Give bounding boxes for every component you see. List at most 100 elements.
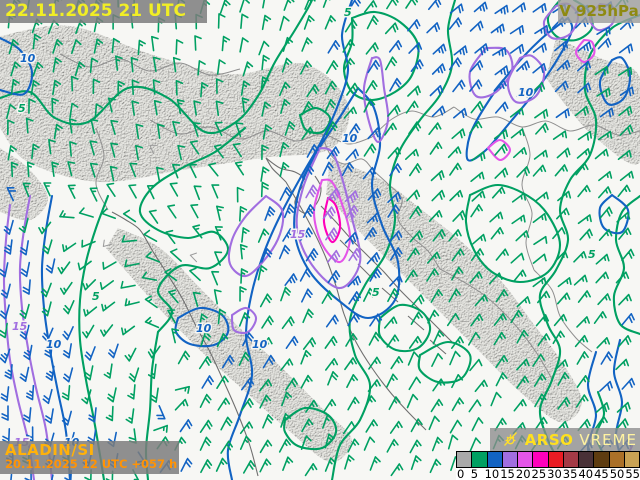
- wind-barb: [172, 56, 181, 73]
- wind-barb: [576, 375, 590, 388]
- wind-barb: [449, 189, 464, 202]
- wind-barb: [453, 107, 468, 119]
- wind-barb: [188, 163, 197, 179]
- wind-barb: [197, 60, 206, 76]
- contour-5: [612, 194, 640, 336]
- wind-barb: [84, 346, 96, 361]
- terrain-patch: [546, 38, 640, 165]
- wind-barb: [615, 358, 630, 371]
- coastline: [407, 315, 425, 331]
- wind-barb: [260, 76, 270, 92]
- wind-barb: [262, 124, 273, 140]
- wind-barb: [67, 184, 76, 199]
- wind-barb: [388, 396, 401, 411]
- wind-barb: [321, 290, 334, 304]
- wind-barb: [1, 405, 9, 421]
- wind-barb: [553, 313, 568, 327]
- wind-barb: [447, 434, 459, 450]
- wind-barb: [82, 279, 97, 291]
- wind-barb: [386, 334, 400, 348]
- wind-barb: [364, 0, 378, 13]
- wind-barb: [52, 57, 62, 73]
- wind-barb: [344, 454, 355, 470]
- wind-barb: [157, 123, 165, 139]
- wind-barb: [32, 61, 44, 77]
- wind-barb: [146, 184, 155, 200]
- wind-barb: [240, 80, 251, 96]
- wind-barb: [573, 274, 588, 286]
- wind-barb: [240, 268, 249, 284]
- wind-barb: [342, 421, 356, 435]
- wind-barb: [531, 82, 546, 94]
- wind-barb: [513, 147, 527, 159]
- wind-barb: [107, 97, 116, 113]
- colorbar-tick-label: 45: [594, 467, 609, 480]
- wind-barb: [279, 161, 290, 178]
- wind-barb: [322, 0, 331, 8]
- wind-barb: [389, 420, 403, 434]
- wind-barb: [368, 331, 381, 346]
- wind-barb: [493, 129, 509, 140]
- wind-barb: [596, 87, 611, 98]
- wind-barb: [489, 211, 504, 223]
- wind-barb: [407, 19, 421, 32]
- wind-barb: [344, 190, 359, 203]
- wind-barb: [534, 416, 548, 430]
- colorbar-tick-label: 5: [470, 467, 479, 480]
- wind-barb: [280, 358, 294, 371]
- wind-barb: [432, 330, 445, 345]
- wind-barb: [448, 17, 462, 30]
- wind-barb: [259, 458, 272, 473]
- contour-label-10: 10: [252, 338, 268, 351]
- wind-barb: [234, 161, 245, 176]
- wind-barb: [88, 407, 97, 423]
- wind-barb: [532, 253, 547, 264]
- wind-barb: [23, 344, 33, 361]
- contour-5: [342, 10, 420, 102]
- colorbar-cell-15: [501, 452, 517, 467]
- wind-barb: [469, 120, 483, 134]
- wind-barb: [213, 144, 224, 159]
- wind-barb: [26, 161, 35, 178]
- colorbar-cell-10: [486, 452, 502, 467]
- wind-barb: [220, 416, 233, 431]
- wind-barb: [194, 35, 202, 51]
- wind-barb: [470, 313, 484, 327]
- wind-barb: [90, 118, 99, 134]
- wind-barb: [259, 293, 273, 308]
- wind-barb: [299, 267, 312, 282]
- wind-barb: [557, 372, 570, 386]
- wind-barb: [92, 78, 101, 95]
- wind-barb: [301, 418, 314, 433]
- wind-barb: [621, 248, 635, 261]
- wind-barb: [257, 228, 270, 243]
- wind-barb: [262, 354, 276, 369]
- model-info-box: ALADIN/SI 20.11.2025 12 UTC +057 h: [0, 441, 179, 474]
- wind-barb: [344, 19, 358, 33]
- contour-10: [598, 56, 632, 106]
- wind-barb: [52, 38, 63, 54]
- wind-barb: [216, 205, 224, 221]
- wind-barb: [130, 57, 139, 73]
- wind-barb: [301, 288, 313, 303]
- wind-barb: [470, 248, 485, 261]
- wind-barb: [89, 140, 98, 156]
- wind-barb: [262, 414, 274, 429]
- wind-barb: [180, 457, 193, 472]
- wind-barb: [242, 61, 254, 77]
- wind-barb: [215, 100, 224, 116]
- wind-barb: [509, 107, 524, 118]
- wind-barb: [18, 217, 29, 233]
- wind-barb: [81, 389, 92, 405]
- wind-barb: [495, 354, 509, 368]
- wind-barb: [430, 170, 445, 182]
- wind-barb: [447, 146, 462, 159]
- wind-barb: [151, 35, 159, 52]
- wind-barb: [595, 402, 610, 414]
- wind-barb: [147, 363, 157, 380]
- wind-barb: [103, 363, 113, 379]
- wind-barb: [409, 230, 423, 243]
- wind-barb: [534, 25, 549, 35]
- wind-barb: [365, 80, 378, 94]
- wind-barb: [106, 182, 116, 197]
